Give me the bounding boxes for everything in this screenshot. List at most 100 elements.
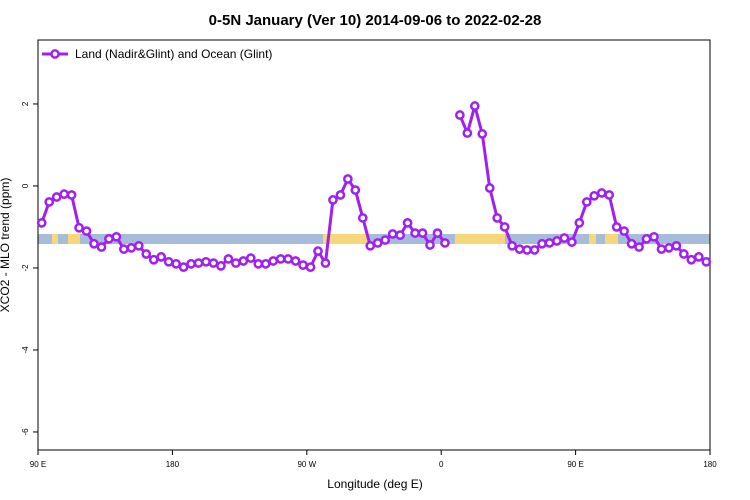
data-point (679, 249, 689, 259)
chart-title: 0-5N January (Ver 10) 2014-09-06 to 2022… (209, 12, 542, 29)
data-point (589, 190, 600, 201)
data-point (484, 183, 495, 193)
data-point (544, 238, 555, 248)
data-point (365, 240, 376, 251)
data-point (596, 188, 607, 198)
data-point (238, 256, 249, 266)
data-point (499, 222, 510, 232)
land-band (52, 234, 58, 244)
data-point (656, 244, 667, 254)
data-point (581, 197, 592, 207)
ocean-band (38, 234, 710, 244)
data-point (96, 242, 107, 252)
data-point (410, 228, 420, 238)
data-point (36, 218, 47, 228)
data-point (574, 218, 585, 228)
data-point (455, 110, 465, 120)
y-tick-label: 2 (21, 101, 30, 106)
data-point (81, 226, 92, 236)
data-point (148, 254, 159, 265)
data-point (133, 240, 144, 251)
data-point (186, 259, 196, 269)
data-point (268, 256, 279, 266)
x-tick-label: 90 W (297, 460, 316, 469)
data-point (634, 242, 644, 252)
data-point (567, 237, 577, 247)
data-point (208, 258, 219, 268)
data-point (178, 262, 189, 272)
data-point (514, 244, 525, 254)
data-point (104, 234, 114, 244)
data-point (611, 222, 622, 232)
surface-band (38, 234, 710, 244)
data-point (283, 254, 293, 264)
data-point (89, 238, 99, 249)
data-point (477, 129, 488, 139)
data-point (619, 226, 629, 236)
data-point (559, 233, 570, 243)
data-point (641, 234, 652, 244)
data-point (111, 231, 122, 242)
x-tick-label: 90 E (567, 460, 583, 469)
data-point (343, 174, 353, 184)
data-point (66, 190, 77, 200)
data-point (425, 240, 435, 250)
x-axis-label: Longitude (deg E) (327, 477, 422, 491)
data-point (253, 259, 264, 269)
data-point (163, 256, 174, 267)
data-point (462, 128, 473, 138)
series-line (40, 175, 447, 269)
y-tick-label: -6 (21, 428, 30, 436)
x-tick-label: 90 E (30, 460, 46, 469)
land-band (323, 234, 368, 244)
data-point (664, 243, 674, 253)
x-tick-label: 180 (166, 460, 180, 469)
data-point (701, 256, 712, 267)
data-point (126, 243, 137, 253)
data-point (171, 259, 181, 269)
data-point (74, 222, 84, 233)
data-point (156, 252, 167, 262)
data-point (626, 238, 637, 249)
data-point (372, 238, 383, 248)
data-point (335, 190, 346, 200)
data-point (469, 101, 480, 111)
data-point (44, 197, 55, 207)
data-point (320, 258, 331, 268)
data-point (119, 244, 129, 254)
land-band (605, 234, 618, 244)
data-point (604, 190, 615, 200)
y-tick-label: 0 (21, 183, 30, 188)
data-point (522, 245, 532, 255)
data-point (328, 195, 338, 205)
data-point (693, 252, 704, 262)
data-point (686, 254, 697, 265)
data-point (507, 240, 517, 251)
data-point (223, 254, 234, 264)
x-tick-label: 0 (439, 460, 444, 469)
plot-frame (37, 39, 711, 451)
land-band (589, 234, 596, 244)
data-point (380, 235, 391, 245)
data-point (350, 185, 361, 195)
data-point (537, 238, 547, 249)
data-point (231, 258, 241, 268)
data-point (395, 230, 405, 241)
data-point (201, 256, 211, 267)
data-point (417, 228, 428, 238)
data-point (51, 192, 62, 202)
data-point (313, 246, 323, 256)
data-point (402, 218, 413, 228)
data-point (245, 253, 256, 263)
data-point (529, 245, 540, 255)
land-band (68, 234, 80, 244)
data-point (387, 229, 398, 239)
y-axis-label: XCO2 - MLO trend (ppm) (0, 178, 12, 313)
data-point (216, 261, 226, 271)
data-point (290, 256, 301, 266)
data-point (298, 260, 308, 270)
data-point (432, 228, 443, 238)
data-point (305, 262, 316, 272)
data-point (671, 240, 682, 251)
